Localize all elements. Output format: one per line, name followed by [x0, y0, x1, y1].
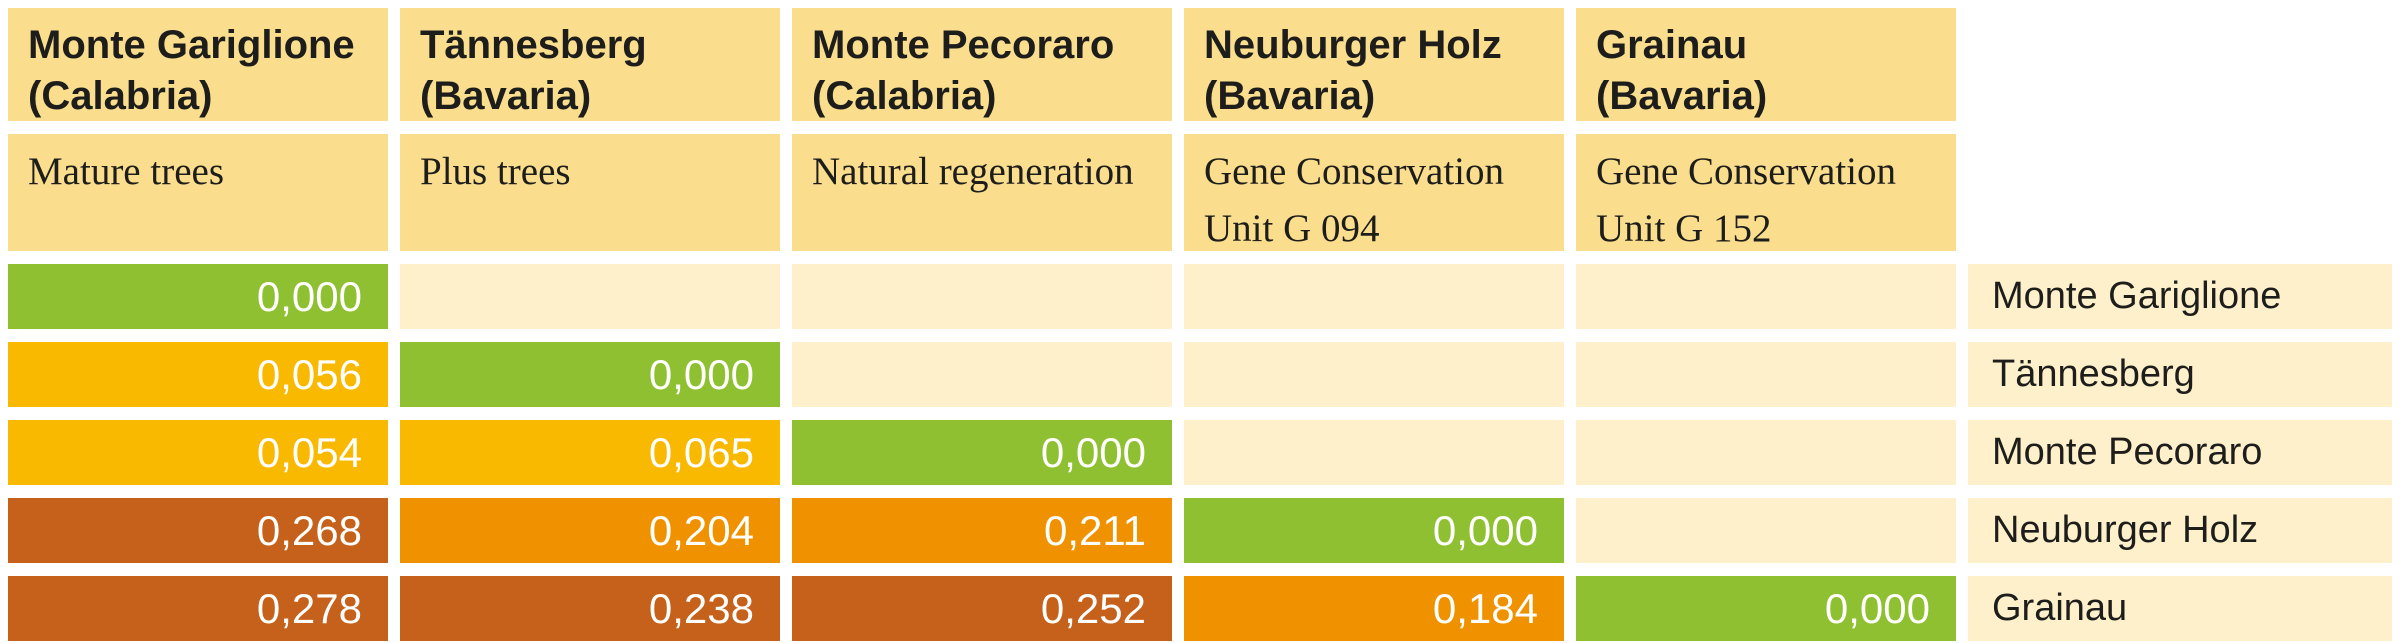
- matrix-cell-r3-c2: 0,211: [792, 498, 1172, 563]
- matrix-cell-r2-c1: 0,065: [400, 420, 780, 485]
- column-header-site: Monte Pecoraro: [812, 23, 1115, 67]
- column-header-site: Neuburger Holz: [1204, 23, 1502, 67]
- matrix-cell-r1-c0: 0,056: [8, 342, 388, 407]
- column-header-site: Grainau: [1596, 23, 1748, 67]
- matrix-cell-r4-c3: 0,184: [1184, 576, 1564, 641]
- column-header-region: (Bavaria): [1204, 74, 1376, 119]
- matrix-cell-r4-c2: 0,252: [792, 576, 1172, 641]
- row-label-4: Grainau: [1968, 576, 2392, 641]
- column-header-0: Monte Gariglione (Calabria): [8, 8, 388, 121]
- column-header-site: Tännesberg: [420, 23, 647, 67]
- matrix-grid: Monte Gariglione (Calabria) Tännesberg (Bav…: [8, 8, 2392, 641]
- header-spacer: [1968, 8, 2392, 121]
- column-header-4: Grainau (Bavaria): [1576, 8, 1956, 121]
- column-header-3: Neuburger Holz (Bavaria): [1184, 8, 1564, 121]
- matrix-cell-r1-c1: 0,000: [400, 342, 780, 407]
- empty-cell-r0-c3: [1184, 264, 1564, 329]
- row-label-0: Monte Gariglione: [1968, 264, 2392, 329]
- empty-cell-r0-c4: [1576, 264, 1956, 329]
- row-label-3: Neuburger Holz: [1968, 498, 2392, 563]
- matrix-cell-r3-c1: 0,204: [400, 498, 780, 563]
- sample-type-label-0: Mature trees: [8, 134, 388, 251]
- column-header-site: Monte Gariglione: [28, 23, 355, 67]
- sample-type-spacer: [1968, 134, 2392, 251]
- column-header-region: (Calabria): [812, 74, 997, 119]
- sample-type-label-1: Plus trees: [400, 134, 780, 251]
- matrix-cell-r2-c2: 0,000: [792, 420, 1172, 485]
- empty-cell-r2-c4: [1576, 420, 1956, 485]
- empty-cell-r0-c2: [792, 264, 1172, 329]
- matrix-cell-r0-c0: 0,000: [8, 264, 388, 329]
- row-label-2: Monte Pecoraro: [1968, 420, 2392, 485]
- empty-cell-r2-c3: [1184, 420, 1564, 485]
- matrix-cell-r3-c0: 0,268: [8, 498, 388, 563]
- column-header-region: (Bavaria): [1596, 74, 1768, 119]
- column-header-1: Tännesberg (Bavaria): [400, 8, 780, 121]
- empty-cell-r1-c2: [792, 342, 1172, 407]
- column-header-region: (Calabria): [28, 74, 213, 119]
- column-header-2: Monte Pecoraro (Calabria): [792, 8, 1172, 121]
- matrix-cell-r3-c3: 0,000: [1184, 498, 1564, 563]
- matrix-cell-r2-c0: 0,054: [8, 420, 388, 485]
- sample-type-label-3: Gene Conservation Unit G 094: [1184, 134, 1564, 251]
- empty-cell-r0-c1: [400, 264, 780, 329]
- matrix-cell-r4-c1: 0,238: [400, 576, 780, 641]
- empty-cell-r1-c4: [1576, 342, 1956, 407]
- matrix-cell-r4-c4: 0,000: [1576, 576, 1956, 641]
- sample-type-label-2: Natural regeneration: [792, 134, 1172, 251]
- sample-type-label-4: Gene Conservation Unit G 152: [1576, 134, 1956, 251]
- empty-cell-r3-c4: [1576, 498, 1956, 563]
- row-label-1: Tännesberg: [1968, 342, 2392, 407]
- column-header-region: (Bavaria): [420, 74, 592, 119]
- empty-cell-r1-c3: [1184, 342, 1564, 407]
- matrix-cell-r4-c0: 0,278: [8, 576, 388, 641]
